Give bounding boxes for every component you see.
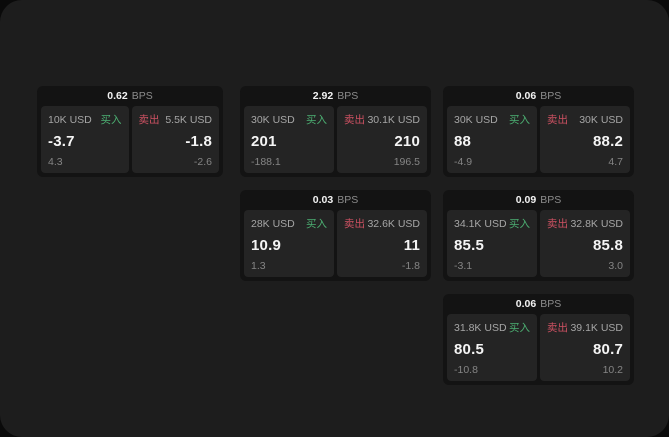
buy-label: 买入 [509,218,530,230]
buy-panel[interactable]: 31.8K USD 买入 80.5 -10.8 [447,314,537,381]
buy-delta: -188.1 [251,156,281,168]
quote-card[interactable]: 0.03 BPS 28K USD 买入 10.9 1.3 卖出 32.6K US… [240,190,431,281]
buy-price: 88 [454,133,472,150]
quote-card[interactable]: 0.62 BPS 10K USD 买入 -3.7 4.3 卖出 5.5K USD… [37,86,223,177]
sell-label: 卖出 [344,114,365,126]
buy-panel[interactable]: 30K USD 买入 88 -4.9 [447,106,537,173]
sell-size: 30K USD [579,114,623,126]
buy-delta: 4.3 [48,156,63,168]
sell-price: 80.7 [593,341,623,358]
buy-delta: -4.9 [454,156,473,168]
buy-label: 买入 [509,114,530,126]
sell-label: 卖出 [547,218,568,230]
spread-value: 0.06 [515,298,537,310]
quote-panels: 31.8K USD 买入 80.5 -10.8 卖出 39.1K USD 80.… [447,314,630,381]
sell-price: 210 [394,133,420,150]
quote-card[interactable]: 2.92 BPS 30K USD 买入 201 -188.1 卖出 30.1K … [240,86,431,177]
quote-card[interactable]: 0.06 BPS 31.8K USD 买入 80.5 -10.8 卖出 39.1… [443,294,634,385]
spread-unit: BPS [131,90,153,102]
sell-size: 32.6K USD [367,218,420,230]
buy-size: 34.1K USD [454,218,507,230]
sell-delta: 3.0 [608,260,623,272]
spread-unit: BPS [540,298,562,310]
spread-unit: BPS [337,194,359,206]
buy-label: 买入 [509,322,530,334]
sell-size: 39.1K USD [570,322,623,334]
quote-card[interactable]: 0.06 BPS 30K USD 买入 88 -4.9 卖出 30K USD 8… [443,86,634,177]
buy-panel[interactable]: 30K USD 买入 201 -188.1 [244,106,334,173]
buy-size: 28K USD [251,218,295,230]
sell-size: 30.1K USD [367,114,420,126]
sell-price: -1.8 [185,133,212,150]
sell-price: 85.8 [593,237,623,254]
spread-value: 0.03 [312,194,334,206]
sell-panel[interactable]: 卖出 39.1K USD 80.7 10.2 [540,314,630,381]
quote-panels: 10K USD 买入 -3.7 4.3 卖出 5.5K USD -1.8 -2.… [41,106,219,173]
buy-panel[interactable]: 28K USD 买入 10.9 1.3 [244,210,334,277]
spread-header: 2.92 BPS [240,86,431,103]
buy-size: 31.8K USD [454,322,507,334]
spread-header: 0.03 BPS [240,190,431,207]
quote-panels: 28K USD 买入 10.9 1.3 卖出 32.6K USD 11 -1.8 [244,210,427,277]
spread-value: 0.06 [515,90,537,102]
quote-card[interactable]: 0.09 BPS 34.1K USD 买入 85.5 -3.1 卖出 32.8K… [443,190,634,281]
buy-size: 30K USD [454,114,498,126]
sell-label: 卖出 [344,218,365,230]
sell-panel[interactable]: 卖出 32.8K USD 85.8 3.0 [540,210,630,277]
spread-header: 0.06 BPS [443,86,634,103]
sell-label: 卖出 [547,114,568,126]
sell-size: 5.5K USD [165,114,212,126]
buy-price: -3.7 [48,133,75,150]
quote-panels: 34.1K USD 买入 85.5 -3.1 卖出 32.8K USD 85.8… [447,210,630,277]
buy-delta: 1.3 [251,260,266,272]
buy-delta: -3.1 [454,260,473,272]
buy-price: 201 [251,133,277,150]
buy-label: 买入 [100,114,122,126]
sell-label: 卖出 [547,322,568,334]
spread-value: 0.09 [515,194,537,206]
spread-header: 0.62 BPS [37,86,223,103]
quote-panels: 30K USD 买入 88 -4.9 卖出 30K USD 88.2 4.7 [447,106,630,173]
sell-delta: -1.8 [401,260,420,272]
buy-size: 10K USD [48,114,92,126]
spread-unit: BPS [337,90,359,102]
sell-label: 卖出 [138,114,160,126]
buy-size: 30K USD [251,114,295,126]
sell-delta: 196.5 [393,156,420,168]
buy-delta: -10.8 [454,364,478,376]
spread-value: 2.92 [312,90,334,102]
sell-panel[interactable]: 卖出 30.1K USD 210 196.5 [337,106,427,173]
buy-label: 买入 [306,114,327,126]
spread-value: 0.62 [107,90,128,102]
spread-header: 0.09 BPS [443,190,634,207]
sell-size: 32.8K USD [570,218,623,230]
buy-price: 80.5 [454,341,484,358]
sell-panel[interactable]: 卖出 5.5K USD -1.8 -2.6 [131,106,219,173]
sell-panel[interactable]: 卖出 30K USD 88.2 4.7 [540,106,630,173]
quote-panels: 30K USD 买入 201 -188.1 卖出 30.1K USD 210 1… [244,106,427,173]
sell-price: 11 [403,237,420,254]
buy-label: 买入 [306,218,327,230]
buy-price: 85.5 [454,237,484,254]
buy-panel[interactable]: 10K USD 买入 -3.7 4.3 [41,106,129,173]
spread-unit: BPS [540,194,562,206]
spread-unit: BPS [540,90,562,102]
sell-panel[interactable]: 卖出 32.6K USD 11 -1.8 [337,210,427,277]
buy-price: 10.9 [251,237,281,254]
sell-delta: 4.7 [608,156,623,168]
sell-delta: -2.6 [193,156,212,168]
spread-header: 0.06 BPS [443,294,634,311]
sell-price: 88.2 [593,133,623,150]
buy-panel[interactable]: 34.1K USD 买入 85.5 -3.1 [447,210,537,277]
sell-delta: 10.2 [602,364,623,376]
